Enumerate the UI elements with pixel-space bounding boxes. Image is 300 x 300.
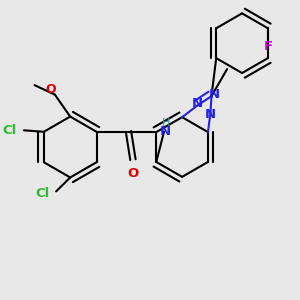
Text: Cl: Cl bbox=[3, 124, 17, 137]
Text: N: N bbox=[192, 98, 203, 110]
Text: O: O bbox=[127, 167, 138, 180]
Text: Cl: Cl bbox=[35, 187, 49, 200]
Text: N: N bbox=[160, 125, 171, 138]
Text: O: O bbox=[45, 83, 56, 96]
Text: N: N bbox=[205, 108, 216, 121]
Text: F: F bbox=[263, 40, 272, 53]
Text: H: H bbox=[162, 118, 170, 128]
Text: N: N bbox=[208, 88, 219, 101]
